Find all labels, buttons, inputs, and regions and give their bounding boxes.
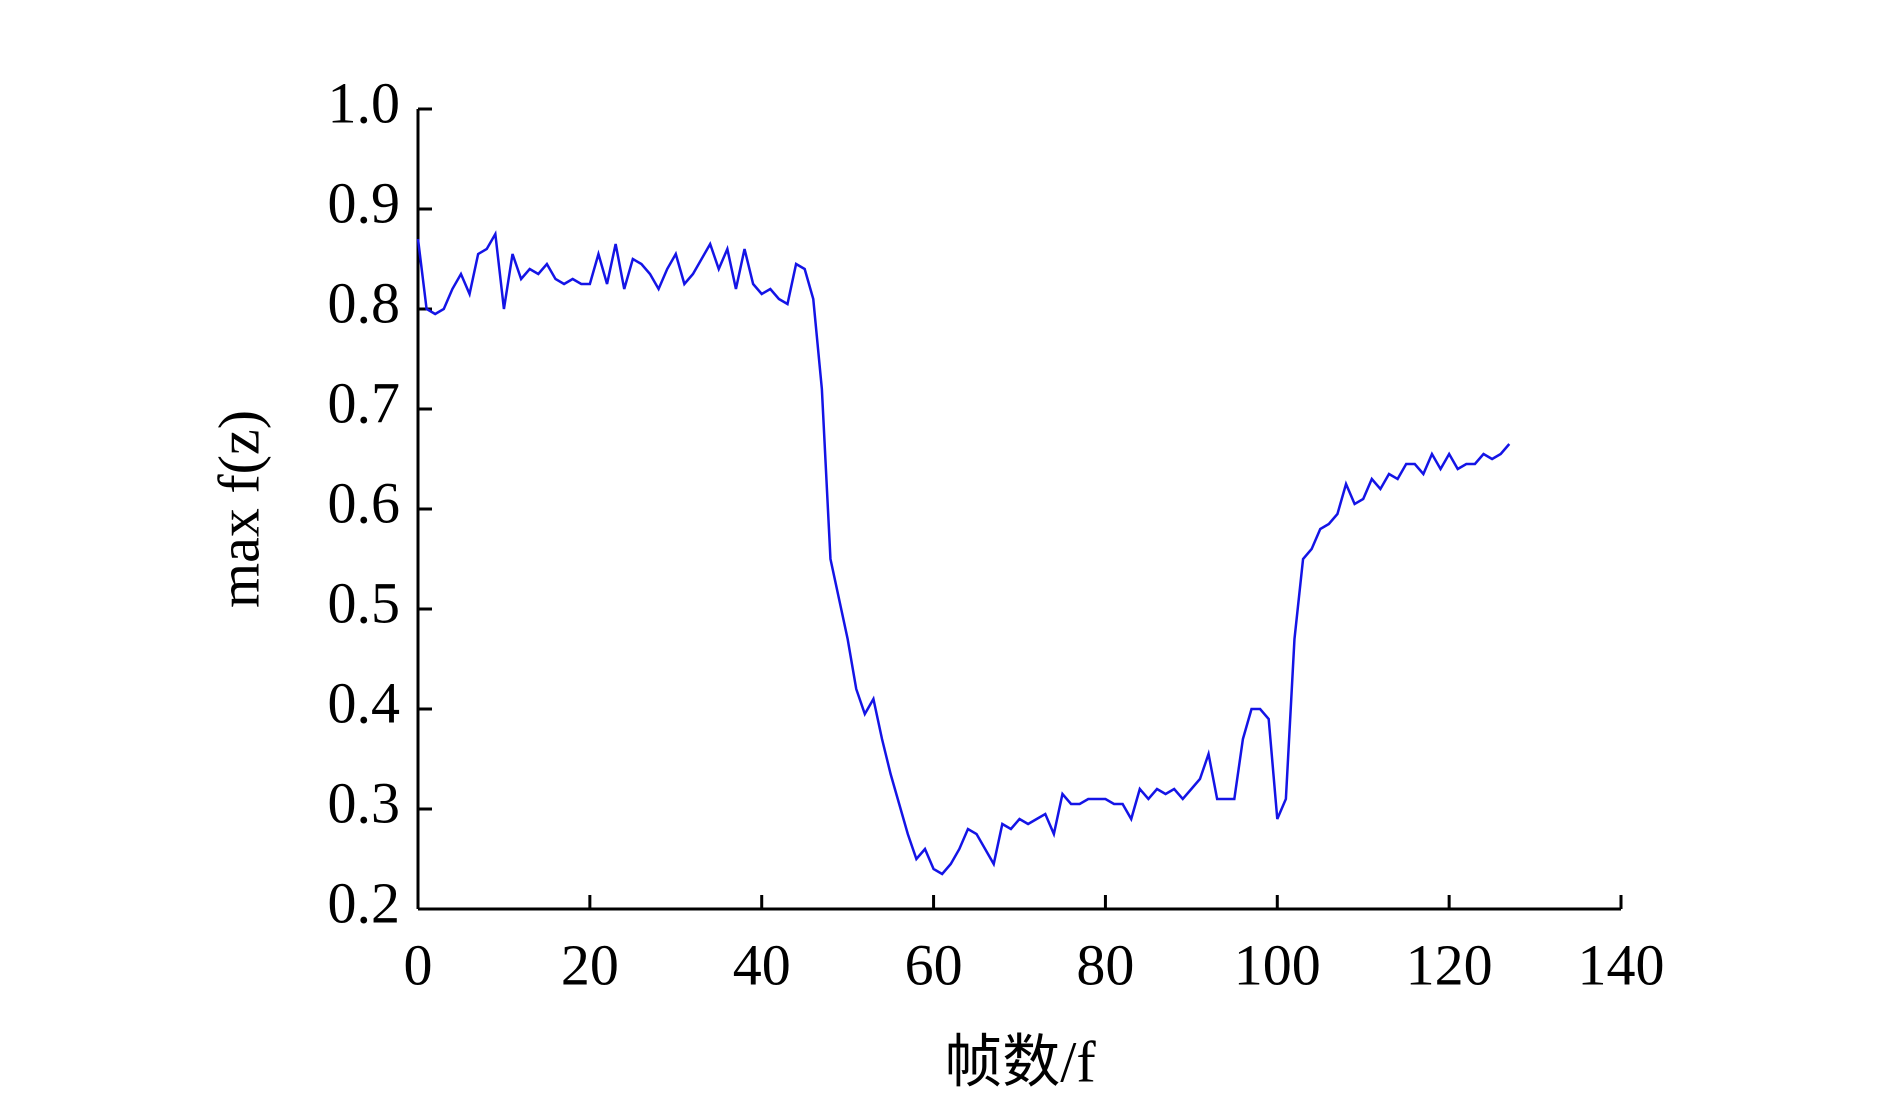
y-tick-label: 1.0	[328, 70, 401, 135]
x-tick-label: 140	[1578, 932, 1665, 997]
x-tick-label: 100	[1234, 932, 1321, 997]
y-tick-label: 0.8	[328, 270, 401, 335]
x-tick-label: 40	[733, 932, 791, 997]
x-axis-label: 帧数/f	[944, 1029, 1096, 1094]
y-tick-label: 0.6	[328, 470, 401, 535]
y-tick-label: 0.2	[328, 870, 401, 935]
y-tick-label: 0.7	[328, 370, 401, 435]
x-tick-label: 120	[1406, 932, 1493, 997]
y-tick-label: 0.9	[328, 170, 401, 235]
x-tick-label: 0	[404, 932, 433, 997]
y-tick-label: 0.5	[328, 570, 401, 635]
y-tick-label: 0.3	[328, 770, 401, 835]
x-tick-label: 60	[905, 932, 963, 997]
y-tick-label: 0.4	[328, 670, 401, 735]
y-axis-label: max f(z)	[206, 410, 271, 608]
x-tick-label: 80	[1076, 932, 1134, 997]
data-line	[416, 230, 1511, 876]
x-tick-label: 20	[561, 932, 619, 997]
